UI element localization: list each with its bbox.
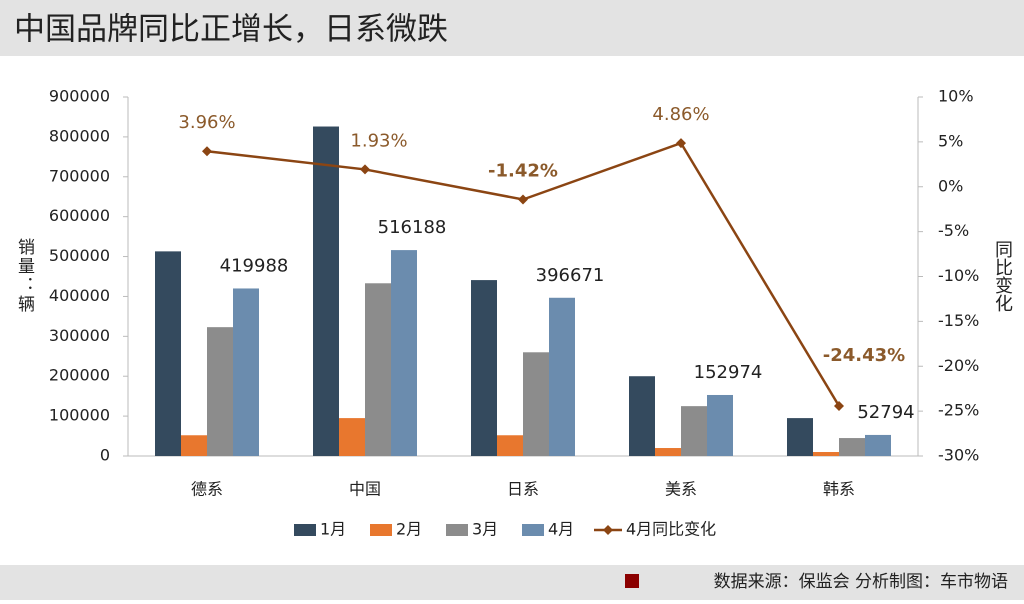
bar	[233, 288, 259, 456]
data-label: 516188	[378, 217, 447, 238]
bar	[813, 452, 839, 456]
y-axis-label: 销量：辆	[14, 238, 35, 314]
legend-swatch	[446, 524, 468, 536]
legend-label: 4月同比变化	[626, 520, 716, 539]
line-marker	[518, 194, 528, 205]
legend-label: 4月	[548, 520, 574, 539]
line-label: -1.42%	[488, 160, 558, 181]
y2-tick-label: -5%	[938, 221, 969, 240]
bar	[787, 418, 813, 456]
legend-marker	[603, 525, 613, 535]
bar	[181, 435, 207, 456]
y-tick-label: 900000	[49, 87, 110, 106]
line-marker	[360, 164, 370, 175]
y-tick-label: 400000	[49, 286, 110, 305]
y-tick-label: 800000	[49, 126, 110, 145]
data-label: 52794	[857, 402, 914, 423]
bar	[629, 376, 655, 456]
y-tick-label: 300000	[49, 326, 110, 345]
y2-tick-label: 5%	[938, 131, 963, 150]
y2-tick-label: -30%	[938, 446, 979, 465]
bar	[207, 327, 233, 456]
legend-label: 3月	[472, 520, 498, 539]
bar	[339, 418, 365, 456]
bar	[655, 448, 681, 456]
y2-tick-label: -15%	[938, 311, 979, 330]
x-tick-label: 德系	[191, 480, 223, 499]
bar	[681, 406, 707, 456]
bar	[391, 250, 417, 456]
footer-source: 数据来源：保监会 分析制图：车市物语	[714, 572, 1008, 592]
y2-tick-label: 10%	[938, 87, 974, 106]
y2-tick-label: -20%	[938, 356, 979, 375]
legend-swatch	[294, 524, 316, 536]
y-tick-label: 500000	[49, 246, 110, 265]
y-tick-label: 600000	[49, 206, 110, 225]
y2-tick-label: -10%	[938, 266, 979, 285]
x-tick-label: 日系	[507, 480, 539, 499]
data-label: 419988	[220, 255, 289, 276]
bar	[313, 126, 339, 457]
data-label: 396671	[536, 265, 605, 286]
bar	[707, 394, 733, 456]
line-label: 4.86%	[652, 104, 709, 125]
y-tick-label: 100000	[49, 406, 110, 425]
x-tick-label: 美系	[665, 480, 697, 499]
x-tick-label: 韩系	[823, 480, 855, 499]
y2-axis-label: 同比变化	[992, 240, 1013, 312]
y-tick-label: 200000	[49, 366, 110, 385]
data-label: 152974	[694, 362, 763, 383]
bar	[497, 435, 523, 456]
line-marker	[834, 401, 844, 412]
y2-tick-label: 0%	[938, 176, 963, 195]
legend-label: 2月	[396, 520, 422, 539]
bar	[865, 434, 891, 456]
bar	[549, 297, 575, 456]
legend-label: 1月	[320, 520, 346, 539]
y-tick-label: 700000	[49, 166, 110, 185]
x-tick-label: 中国	[349, 480, 381, 499]
title-bar	[0, 0, 1024, 56]
footer-bar	[0, 565, 1024, 600]
footer-icon	[625, 574, 639, 588]
bar	[471, 280, 497, 456]
bar	[155, 251, 181, 456]
line-marker	[676, 138, 686, 149]
y-tick-label: 0	[100, 446, 110, 465]
legend-swatch	[522, 524, 544, 536]
legend-swatch	[370, 524, 392, 536]
bar	[523, 352, 549, 456]
y2-tick-label: -25%	[938, 401, 979, 420]
line-label: 3.96%	[178, 112, 235, 133]
line-marker	[202, 146, 212, 157]
line-label: -24.43%	[823, 345, 905, 366]
bar	[365, 283, 391, 456]
chart-title: 中国品牌同比正增长，日系微跌	[14, 12, 448, 48]
line-label: 1.93%	[350, 130, 407, 151]
bar	[839, 438, 865, 456]
